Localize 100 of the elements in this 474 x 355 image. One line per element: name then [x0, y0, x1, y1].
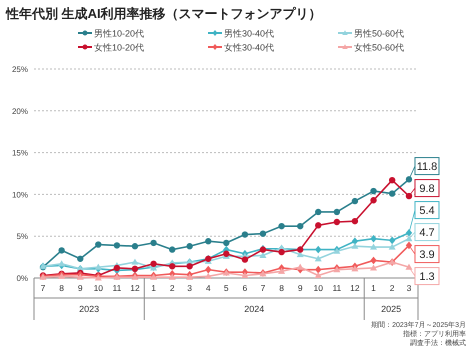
x-tick-label: 10 — [314, 283, 324, 293]
point — [169, 246, 176, 253]
x-tick-label: 12 — [130, 283, 140, 293]
point — [351, 265, 358, 272]
point — [388, 176, 396, 184]
point — [169, 263, 176, 270]
point — [405, 235, 413, 242]
legend-label: 女性30-40代 — [224, 42, 274, 52]
x-tick-label: 2 — [390, 283, 395, 293]
x-tick-label: 7 — [260, 283, 266, 293]
legend-label: 男性10-20代 — [94, 28, 144, 38]
point — [278, 248, 285, 256]
x-tick-label: 8 — [59, 283, 64, 293]
point — [186, 243, 193, 250]
point — [186, 274, 194, 280]
point — [315, 266, 322, 274]
data-label: 9.8 — [419, 183, 435, 196]
text: 2025 — [381, 304, 402, 314]
point — [351, 242, 358, 249]
point — [278, 222, 285, 230]
point — [406, 242, 412, 250]
x-tick-label: 3 — [406, 283, 412, 293]
chart-title: 性年代別 生成AI利用率推移（スマートフォンアプリ） — [5, 6, 322, 21]
point — [370, 244, 378, 250]
x-tick-label: 10 — [94, 283, 104, 293]
point — [370, 264, 378, 271]
point — [260, 230, 266, 237]
point — [314, 255, 322, 262]
data-label: 5.4 — [419, 205, 435, 218]
point — [406, 176, 412, 183]
point — [223, 240, 230, 246]
point — [242, 231, 248, 238]
point — [297, 222, 304, 230]
text: 2024 — [244, 304, 264, 314]
legend-label: 女性50-60代 — [354, 42, 404, 52]
x-tick-label: 1 — [371, 283, 376, 293]
y-tick-label: 5% — [16, 232, 28, 242]
point — [296, 264, 304, 270]
data-label: 11.8 — [416, 161, 438, 174]
x-tick-label: 1 — [151, 283, 156, 293]
point — [352, 198, 358, 204]
x-tick-label: 6 — [242, 283, 248, 293]
point — [95, 241, 102, 248]
y-tick-label: 20% — [12, 106, 28, 116]
legend-label: 女性10-20代 — [94, 42, 144, 52]
y-tick-label: 10% — [12, 190, 28, 200]
point — [205, 238, 212, 244]
point — [278, 268, 286, 274]
point — [334, 218, 340, 226]
text: 2023 — [79, 304, 100, 314]
point — [150, 260, 157, 267]
point — [388, 190, 396, 197]
point — [94, 264, 102, 270]
point — [352, 237, 358, 246]
x-tick-label: 8 — [279, 283, 284, 293]
point — [242, 256, 248, 263]
data-label: 3.9 — [419, 249, 435, 262]
x-tick-label: 11 — [332, 283, 342, 293]
point — [388, 244, 396, 250]
point — [315, 222, 322, 229]
x-tick-label: 7 — [40, 283, 46, 293]
point — [314, 272, 322, 278]
x-tick-label: 11 — [112, 283, 122, 293]
point — [77, 256, 84, 262]
x-tick-label: 4 — [206, 283, 211, 293]
data-label: 4.7 — [419, 227, 435, 240]
point — [259, 252, 266, 258]
y-tick-label: 15% — [12, 148, 28, 158]
point — [352, 218, 358, 224]
data-label: 1.3 — [419, 271, 435, 284]
point — [168, 274, 176, 280]
y-tick-label: 25% — [12, 65, 28, 74]
x-tick-label: 5 — [224, 283, 229, 293]
point — [370, 188, 377, 194]
point — [58, 260, 66, 266]
point — [205, 266, 212, 274]
legend-label: 男性30-40代 — [224, 28, 274, 38]
point — [150, 240, 157, 246]
y-tick-label: 0% — [16, 274, 28, 283]
point — [132, 243, 138, 250]
x-tick-label: 9 — [78, 283, 83, 293]
point — [241, 272, 248, 278]
point — [58, 247, 65, 254]
point — [315, 208, 322, 216]
x-tick-label: 3 — [187, 283, 192, 293]
x-tick-label: 12 — [350, 283, 360, 293]
point — [370, 256, 377, 264]
point — [114, 264, 120, 272]
point — [186, 263, 193, 270]
point — [114, 242, 120, 249]
legend-label: 男性50-60代 — [354, 28, 404, 38]
point — [204, 272, 212, 279]
x-tick-label: 9 — [298, 283, 303, 293]
point — [370, 234, 377, 243]
point — [131, 258, 138, 265]
point — [76, 274, 84, 280]
point — [315, 246, 322, 254]
point — [334, 208, 340, 216]
point — [370, 197, 377, 204]
x-tick-label: 2 — [170, 283, 175, 293]
